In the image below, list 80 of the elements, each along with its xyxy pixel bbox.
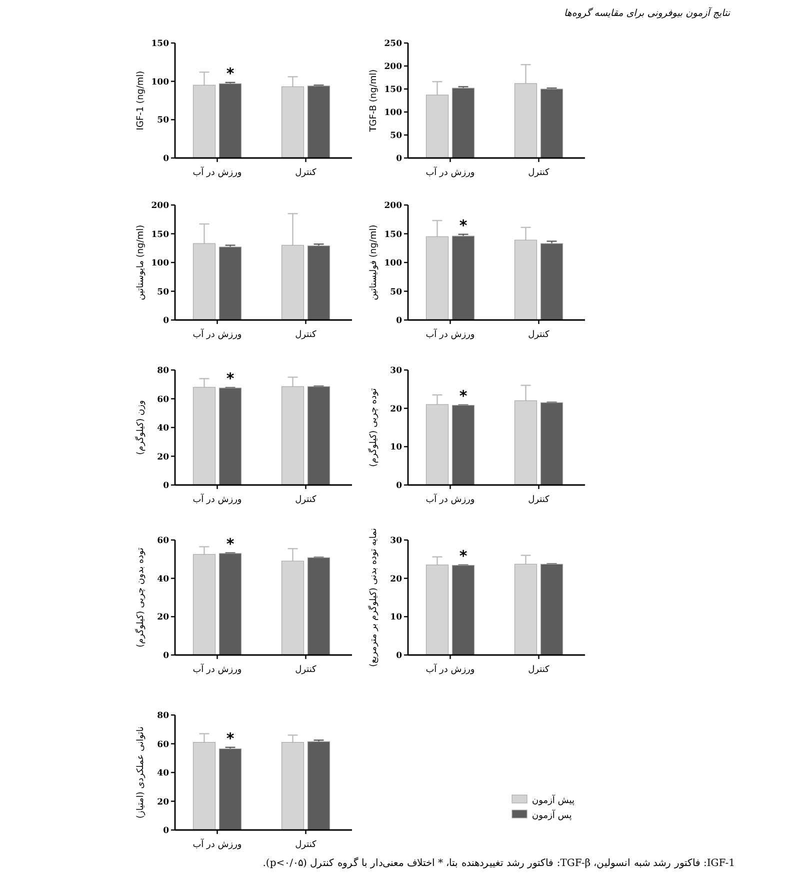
y-tick-label: 40 (157, 768, 170, 778)
y-tick-label: 200 (384, 201, 402, 211)
y-tick-label: 50 (390, 131, 402, 141)
y-tick-label: 150 (384, 85, 402, 95)
y-tick-label: 50 (390, 287, 402, 298)
text: IGF-1: فاکتور رشد شبه انسولین، TGF-β: فاکتور رشد تغییردهنده بتا، * اختلاف معنی‌دار با گروه کنترل (p<۰/۰۵). (262, 857, 735, 869)
y-tick-label: 100 (384, 108, 402, 118)
x-tick-label: کنترل (528, 330, 550, 340)
y-tick-label: 0 (396, 154, 402, 164)
x-tick-label: ورزش در آب (192, 328, 242, 340)
y-tick-label: 30 (390, 536, 402, 546)
y-tick-label: 0 (396, 481, 402, 491)
text: نتایج آزمون بیوفرونی برای مقایسه گروه‌ها (564, 7, 730, 19)
y-axis-title: مایوستاتین (ng/ml) (136, 224, 146, 300)
y-axis-title: ناتوانی عملکردی (امتیاز) (136, 726, 146, 819)
annotation: * (459, 386, 468, 405)
y-tick-label: 200 (384, 62, 402, 72)
annotation: * (459, 216, 468, 234)
y-tick-label: 40 (157, 574, 170, 584)
y-tick-label: 60 (157, 536, 170, 546)
y-tick-label: 250 (384, 39, 402, 49)
annotation: * (226, 534, 234, 553)
x-tick-label: کنترل (295, 840, 318, 850)
x-tick-label: ورزش در آب (426, 328, 475, 340)
x-tick-label: ورزش در آب (426, 166, 475, 178)
y-tick-label: 0 (163, 316, 170, 326)
y-tick-label: 0 (396, 316, 402, 326)
y-tick-label: 100 (151, 77, 170, 88)
y-axis-title: IGF-1 (ng/ml) (136, 70, 146, 130)
x-tick-label: کنترل (295, 168, 318, 178)
x-tick-label: ورزش در آب (192, 838, 242, 850)
x-tick-label: کنترل (295, 665, 318, 675)
y-tick-label: 100 (384, 258, 402, 268)
annotation: * (226, 64, 234, 82)
x-tick-label: کنترل (528, 168, 550, 178)
y-axis-title: توده چربی (کیلوگرم) (367, 388, 379, 467)
legend-label: پس آزمون (532, 809, 572, 821)
y-tick-label: 10 (390, 442, 402, 453)
x-tick-label: ورزش در آب (426, 493, 475, 505)
y-tick-label: 200 (151, 201, 170, 211)
annotation: * (459, 546, 468, 565)
x-tick-label: کنترل (295, 330, 318, 340)
y-tick-label: 40 (157, 424, 170, 434)
y-tick-label: 30 (390, 366, 402, 376)
y-axis-title: TGF-B (ng/ml) (369, 69, 379, 133)
y-axis-title: نمایه توده بدنی (کیلوگرم بر مترمربع) (367, 528, 379, 667)
y-axis-title: وزن (کیلوگرم) (134, 400, 146, 455)
y-tick-label: 0 (396, 651, 402, 661)
y-tick-label: 0 (163, 481, 170, 491)
legend-label: پیش آزمون (532, 794, 575, 806)
y-tick-label: 50 (157, 287, 170, 298)
y-tick-label: 60 (157, 394, 170, 405)
y-tick-label: 80 (157, 711, 170, 721)
y-tick-label: 0 (163, 651, 170, 661)
x-tick-label: ورزش در آب (426, 663, 475, 675)
x-tick-label: کنترل (528, 665, 550, 675)
y-tick-label: 150 (151, 230, 170, 240)
y-tick-label: 150 (384, 230, 402, 240)
y-tick-label: 20 (390, 574, 402, 584)
y-axis-title: فولیستاتین (ng/ml) (369, 224, 379, 300)
y-tick-label: 20 (157, 452, 170, 462)
y-tick-label: 80 (157, 366, 170, 376)
x-tick-label: ورزش در آب (192, 166, 242, 178)
y-tick-label: 0 (163, 154, 170, 164)
y-tick-label: 20 (157, 612, 170, 623)
y-tick-label: 10 (390, 612, 402, 623)
x-tick-label: ورزش در آب (192, 493, 242, 505)
x-tick-label: کنترل (295, 495, 318, 505)
annotation: * (226, 729, 234, 748)
x-tick-label: ورزش در آب (192, 663, 242, 675)
y-tick-label: 20 (390, 404, 402, 414)
y-tick-label: 0 (163, 826, 170, 836)
annotation: * (226, 370, 234, 388)
y-tick-label: 50 (157, 116, 170, 126)
y-tick-label: 60 (157, 740, 170, 750)
y-tick-label: 150 (151, 39, 170, 49)
y-tick-label: 100 (151, 258, 170, 268)
y-axis-title: توده بدون چربی (کیلوگرم) (134, 547, 146, 648)
y-tick-label: 20 (157, 797, 170, 808)
x-tick-label: کنترل (528, 495, 550, 505)
